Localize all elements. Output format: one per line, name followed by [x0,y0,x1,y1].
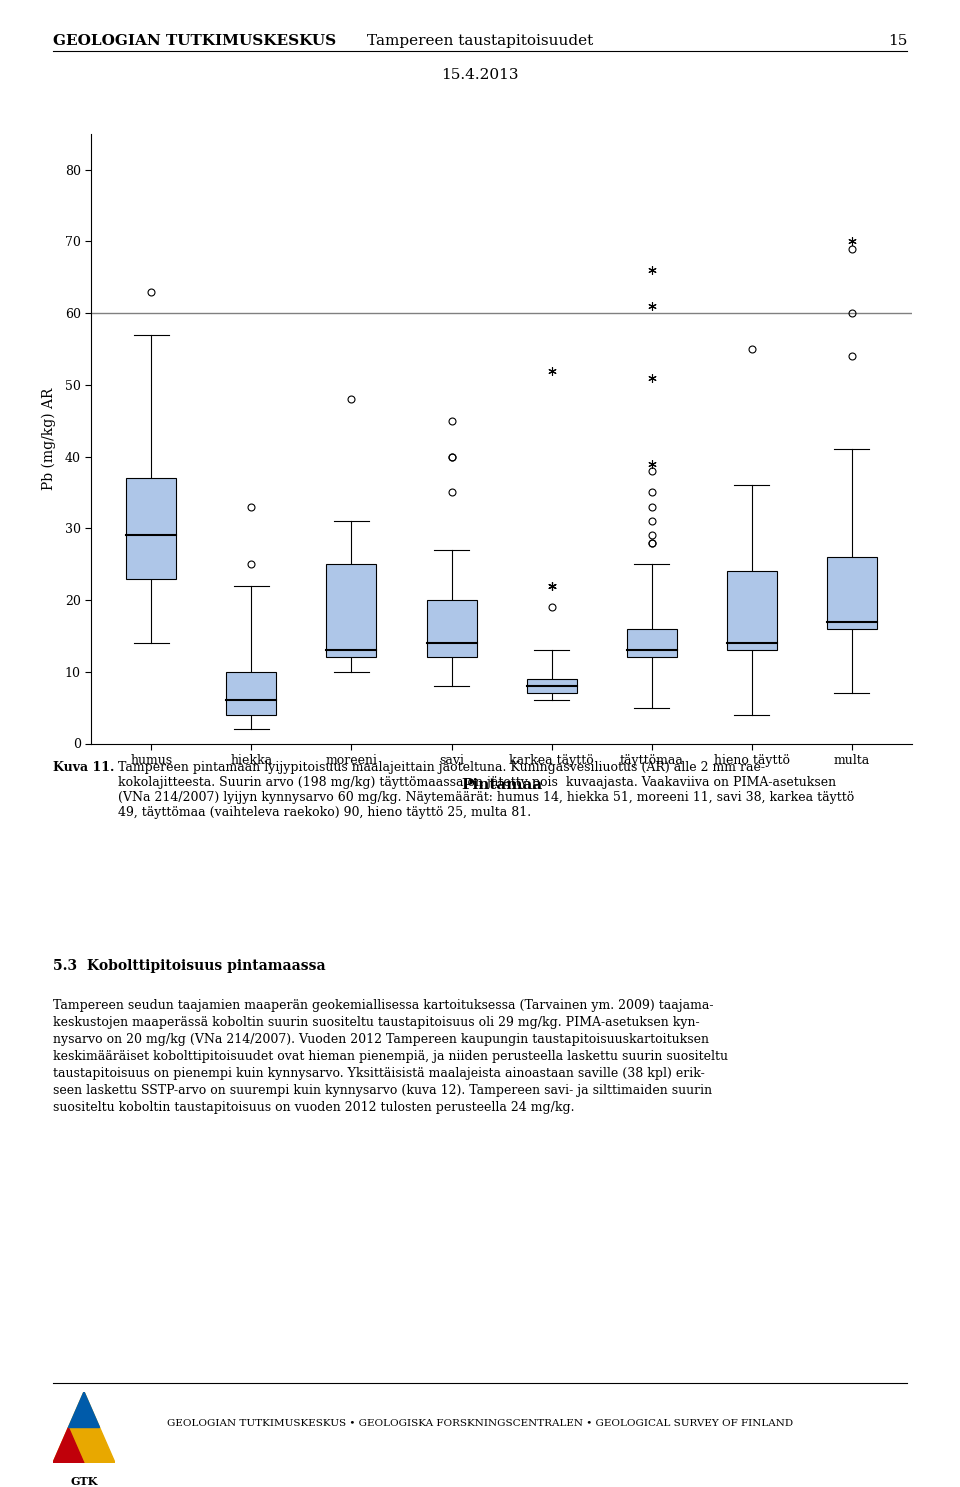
Text: Kuva 11.: Kuva 11. [53,761,114,775]
Text: GTK: GTK [70,1477,98,1487]
X-axis label: Pintamaa: Pintamaa [461,778,542,793]
Text: 15.4.2013: 15.4.2013 [442,68,518,82]
Bar [827,558,877,629]
Text: 15: 15 [888,34,907,48]
Polygon shape [53,1392,115,1463]
Text: Tampereen seudun taajamien maaperän geokemiallisessa kartoituksessa (Tarvainen y: Tampereen seudun taajamien maaperän geok… [53,999,728,1114]
Bar [627,629,677,657]
Text: Tampereen pintamaan lyijypitoisuus maalajeittain jaoteltuna. Kuningasvesiliuotus: Tampereen pintamaan lyijypitoisuus maala… [118,761,854,819]
Text: GEOLOGIAN TUTKIMUSKESKUS • GEOLOGISKA FORSKNINGSCENTRALEN • GEOLOGICAL SURVEY OF: GEOLOGIAN TUTKIMUSKESKUS • GEOLOGISKA FO… [167,1419,793,1428]
Bar [227,672,276,715]
Bar [527,680,577,693]
Text: 5.3  Kobolttipitoisuus pintamaassa: 5.3 Kobolttipitoisuus pintamaassa [53,959,325,972]
Bar [126,479,177,578]
Bar [727,571,777,650]
Bar [426,601,476,657]
Y-axis label: Pb (mg/kg) AR: Pb (mg/kg) AR [42,388,57,489]
Polygon shape [53,1428,84,1463]
Text: GEOLOGIAN TUTKIMUSKESKUS: GEOLOGIAN TUTKIMUSKESKUS [53,34,336,48]
Bar [326,564,376,657]
Text: Tampereen taustapitoisuudet: Tampereen taustapitoisuudet [367,34,593,48]
Polygon shape [68,1392,100,1428]
